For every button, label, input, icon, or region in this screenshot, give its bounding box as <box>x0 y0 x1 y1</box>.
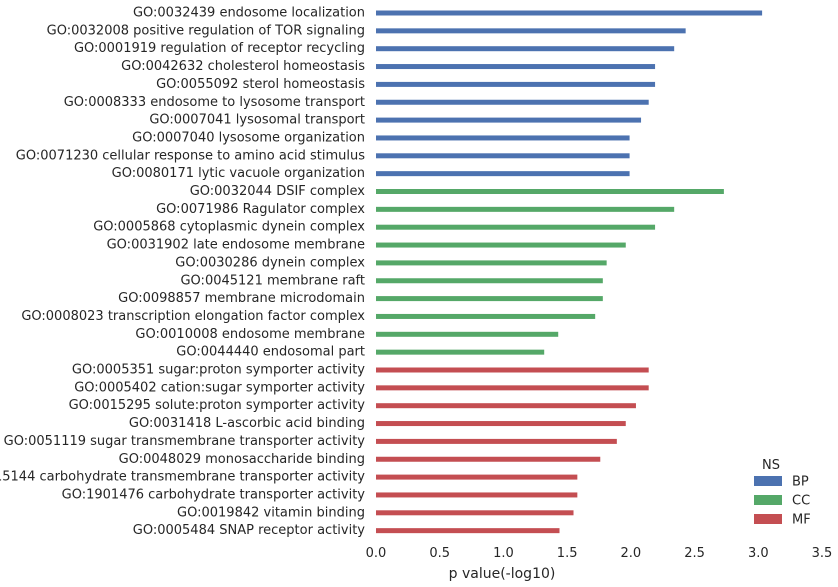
y-tick-label: GO:0031418 L-ascorbic acid binding <box>129 416 365 431</box>
y-tick-label: GO:0007041 lysosomal transport <box>149 113 365 128</box>
bar-mf <box>376 403 636 409</box>
y-tick-label: GO:0032439 endosome localization <box>133 6 365 21</box>
y-tick-label: GO:0080171 lytic vacuole organization <box>112 166 365 181</box>
x-tick-label: 3.0 <box>748 546 769 561</box>
y-tick-label: GO:0015295 solute:proton symporter activ… <box>69 398 366 413</box>
x-tick-label: 0.5 <box>429 546 450 561</box>
legend-label-mf: MF <box>792 513 811 528</box>
y-tick-label: GO:0031902 late endosome membrane <box>107 238 365 253</box>
y-tick-label: GO:0008333 endosome to lysosome transpor… <box>64 95 365 110</box>
y-tick-label: GO:0051119 sugar transmembrane transport… <box>4 434 366 449</box>
y-tick-label: GO:0005402 cation:sugar symporter activi… <box>74 380 365 395</box>
bar-cc <box>376 349 545 355</box>
bar-cc <box>376 206 675 212</box>
y-tick-label: GO:0032044 DSIF complex <box>190 184 366 199</box>
legend-title: NS <box>762 458 780 473</box>
y-tick-label: GO:0071230 cellular response to amino ac… <box>16 148 365 163</box>
bar-mf <box>376 456 601 462</box>
bar-mf <box>376 510 574 516</box>
y-tick-label: GO:0032008 positive regulation of TOR si… <box>47 23 365 38</box>
y-tick-label: GO:0008023 transcription elongation fact… <box>21 309 365 324</box>
x-axis-label: p value(-log10) <box>449 566 556 582</box>
legend-entries: BP CC MF <box>754 475 811 528</box>
bar-cc <box>376 296 603 302</box>
bar-bp <box>376 171 630 177</box>
bar-bp <box>376 10 763 16</box>
bar-bp <box>376 28 686 34</box>
bar-bp <box>376 117 642 123</box>
bar-bp <box>376 64 656 70</box>
bar-cc <box>376 278 603 284</box>
bar-cc <box>376 189 724 194</box>
y-tick-label: GO:0042632 cholesterol homeostasis <box>121 59 365 74</box>
y-tick-label: GO:0098857 membrane microdomain <box>118 291 365 306</box>
bar-cc <box>376 242 626 248</box>
y-tick-label: GO:0045121 membrane raft <box>180 273 365 288</box>
bar-cc <box>376 224 656 230</box>
y-tick-label: GO:1901476 carbohydrate transporter acti… <box>62 487 366 502</box>
y-tick-label: GO:0055092 sterol homeostasis <box>156 77 365 92</box>
bar-cc <box>376 313 596 319</box>
y-tick-label: GO:0001919 regulation of receptor recycl… <box>74 41 365 56</box>
bar-cc <box>376 260 607 266</box>
x-axis-ticks: 0.0 0.5 1.0 1.5 2.0 2.5 3.0 3.5 <box>366 546 833 561</box>
bar-mf <box>376 492 578 498</box>
plot-area <box>376 10 763 534</box>
bar-bp <box>376 46 675 52</box>
x-tick-label: 0.0 <box>366 546 387 561</box>
x-tick-label: 2.0 <box>621 546 642 561</box>
y-tick-label: GO:0010008 endosome membrane <box>135 327 365 342</box>
y-tick-label: GO:0005351 sugar:proton symporter activi… <box>72 363 365 378</box>
bar-bp <box>376 81 656 87</box>
bar-bp <box>376 99 649 105</box>
legend-swatch-cc <box>754 495 782 505</box>
legend-label-bp: BP <box>792 475 809 490</box>
x-tick-label: 2.5 <box>684 546 705 561</box>
y-tick-label: GO:0015144 carbohydrate transmembrane tr… <box>0 470 365 485</box>
bar-bp <box>376 153 630 159</box>
bar-mf <box>376 367 649 373</box>
bar-mf <box>376 438 617 444</box>
bar-mf <box>376 528 560 534</box>
legend: NS BP CC MF <box>754 458 811 528</box>
x-tick-label: 3.5 <box>812 546 833 561</box>
y-axis-labels: GO:0032439 endosome localization GO:00320… <box>0 6 365 539</box>
legend-swatch-mf <box>754 514 782 524</box>
y-tick-label: GO:0071986 Ragulator complex <box>156 202 365 217</box>
y-tick-label: GO:0044440 endosomal part <box>176 345 365 360</box>
legend-swatch-bp <box>754 476 782 486</box>
x-tick-label: 1.0 <box>493 546 514 561</box>
bar-bp <box>376 135 630 141</box>
y-tick-label: GO:0005484 SNAP receptor activity <box>133 523 366 538</box>
x-tick-label: 1.5 <box>557 546 578 561</box>
y-tick-label: GO:0048029 monosaccharide binding <box>119 452 365 467</box>
y-tick-label: GO:0005868 cytoplasmic dynein complex <box>93 220 365 235</box>
bar-cc <box>376 331 559 337</box>
bar-mf <box>376 474 578 480</box>
bar-mf <box>376 421 626 427</box>
y-tick-label: GO:0030286 dynein complex <box>175 255 365 270</box>
y-tick-label: GO:0007040 lysosome organization <box>132 130 365 145</box>
bar-mf <box>376 385 649 391</box>
y-tick-label: GO:0019842 vitamin binding <box>177 505 365 520</box>
legend-label-cc: CC <box>792 494 810 509</box>
